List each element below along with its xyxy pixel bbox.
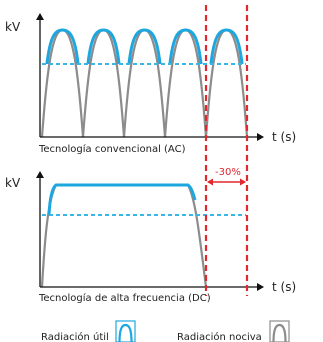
legend: Radiación útil Radiación nociva bbox=[41, 320, 290, 342]
top-pulse-harmful-2 bbox=[81, 28, 126, 138]
top-pulse-waveform bbox=[40, 28, 249, 138]
bottom-caption: Tecnología de alta frecuencia (DC) bbox=[38, 292, 211, 304]
top-pulse-useful-5 bbox=[209, 28, 244, 65]
top-y-axis-label: kV bbox=[5, 20, 21, 34]
top-pulse-useful-1 bbox=[45, 28, 80, 65]
legend-useful-icon bbox=[118, 323, 133, 342]
top-pulse-useful-4 bbox=[168, 28, 203, 65]
bottom-useful-plateau bbox=[47, 183, 197, 216]
top-pulse-harmful-1 bbox=[40, 28, 85, 138]
reduction-label: -30% bbox=[215, 167, 241, 178]
bottom-x-axis-label: t (s) bbox=[272, 280, 296, 294]
bottom-y-axis-label: kV bbox=[5, 176, 21, 190]
top-pulse-harmful-5 bbox=[204, 28, 249, 138]
legend-harmful-label: Radiación nociva bbox=[177, 331, 262, 342]
bottom-panel: kV t (s) Tecnología de alta frecuencia (… bbox=[5, 171, 296, 304]
top-pulse-harmful-4 bbox=[163, 28, 208, 138]
top-panel: kV t (s) Tecnología convencional (AC) bbox=[5, 13, 296, 155]
legend-useful-label: Radiación útil bbox=[41, 331, 109, 342]
top-caption: Tecnología convencional (AC) bbox=[38, 143, 186, 155]
legend-harmful-icon bbox=[272, 323, 287, 342]
top-pulse-harmful-3 bbox=[122, 28, 167, 138]
top-pulse-useful-3 bbox=[127, 28, 162, 65]
bottom-harmful-edges bbox=[40, 184, 208, 288]
top-pulse-useful-2 bbox=[86, 28, 121, 65]
top-x-axis-label: t (s) bbox=[272, 130, 296, 144]
reduction-markers: -30% bbox=[204, 5, 249, 296]
